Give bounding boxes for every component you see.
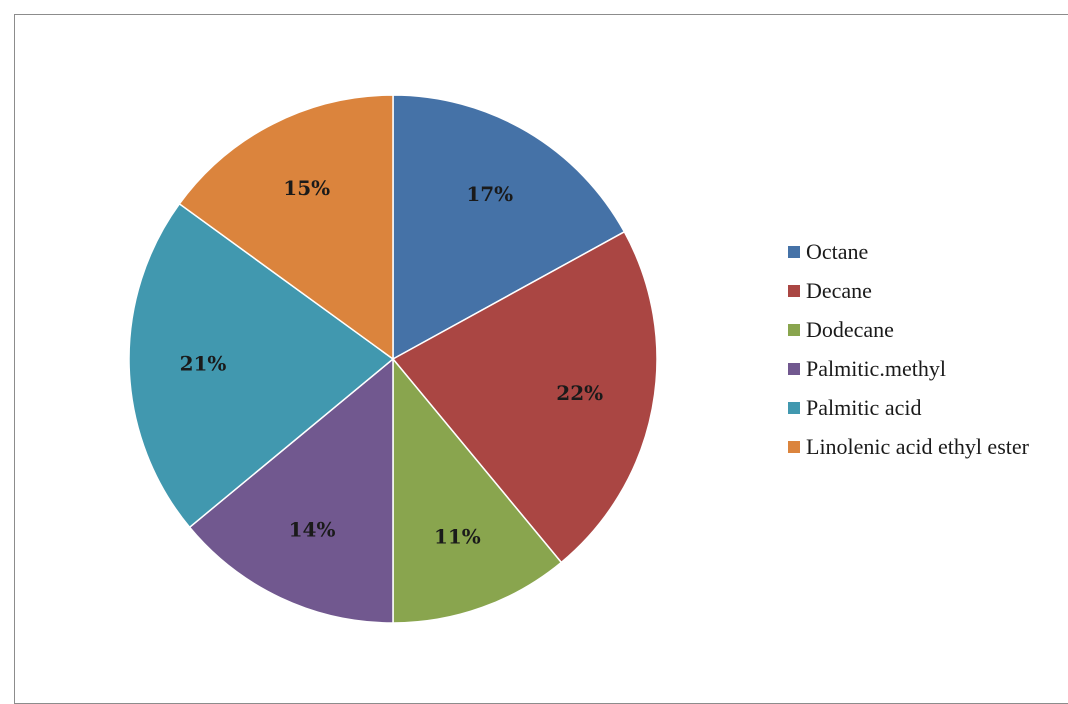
- legend-label: Dodecane: [806, 316, 894, 342]
- legend-swatch: [788, 440, 800, 453]
- legend-swatch: [788, 362, 800, 375]
- pie-slice-dodecane: [392, 356, 563, 624]
- pie-value-label-linolenic-acid-ethyl-ester: 15%: [283, 176, 330, 200]
- legend-item-decane: Decane: [788, 271, 1068, 310]
- legend-item-linolenic-acid-ethyl-ester: Linolenic acid ethyl ester: [788, 427, 1068, 466]
- pie-slice-octane: [392, 94, 626, 361]
- legend-swatch: [788, 284, 800, 297]
- pie-value-label-palmitic-acid: 21%: [180, 351, 227, 375]
- pie-slice-decane: [391, 230, 658, 564]
- legend-swatch: [788, 245, 800, 258]
- legend-item-palmitic-methyl: Palmitic.methyl: [788, 349, 1068, 388]
- legend-swatch: [788, 323, 800, 336]
- pie-slices: [128, 94, 658, 624]
- chart-legend: Octane Decane Dodecane Palmitic.methyl Palmi…: [788, 232, 1068, 466]
- pie-value-labels: 17% 22% 11% 14% 21% 15%: [180, 176, 604, 548]
- pie-value-label-palmitic-methyl: 14%: [289, 517, 336, 541]
- legend-item-octane: Octane: [788, 232, 1068, 271]
- legend-swatch: [788, 401, 800, 414]
- legend-label: Palmitic acid: [806, 394, 922, 420]
- pie-value-label-dodecane: 11%: [434, 524, 481, 548]
- legend-label: Palmitic.methyl: [806, 355, 946, 381]
- legend-label: Decane: [806, 277, 872, 303]
- pie-slice-linolenic-acid-ethyl-ester: [178, 94, 394, 361]
- pie-slice-palmitic-methyl: [188, 357, 394, 624]
- legend-item-dodecane: Dodecane: [788, 310, 1068, 349]
- legend-label: Linolenic acid ethyl ester: [806, 433, 1029, 459]
- pie-value-label-octane: 17%: [466, 182, 513, 206]
- pie-slice-palmitic-acid: [128, 202, 395, 529]
- legend-label: Octane: [806, 238, 869, 264]
- pie-value-label-decane: 22%: [556, 381, 603, 405]
- legend-item-palmitic-acid: Palmitic acid: [788, 388, 1068, 427]
